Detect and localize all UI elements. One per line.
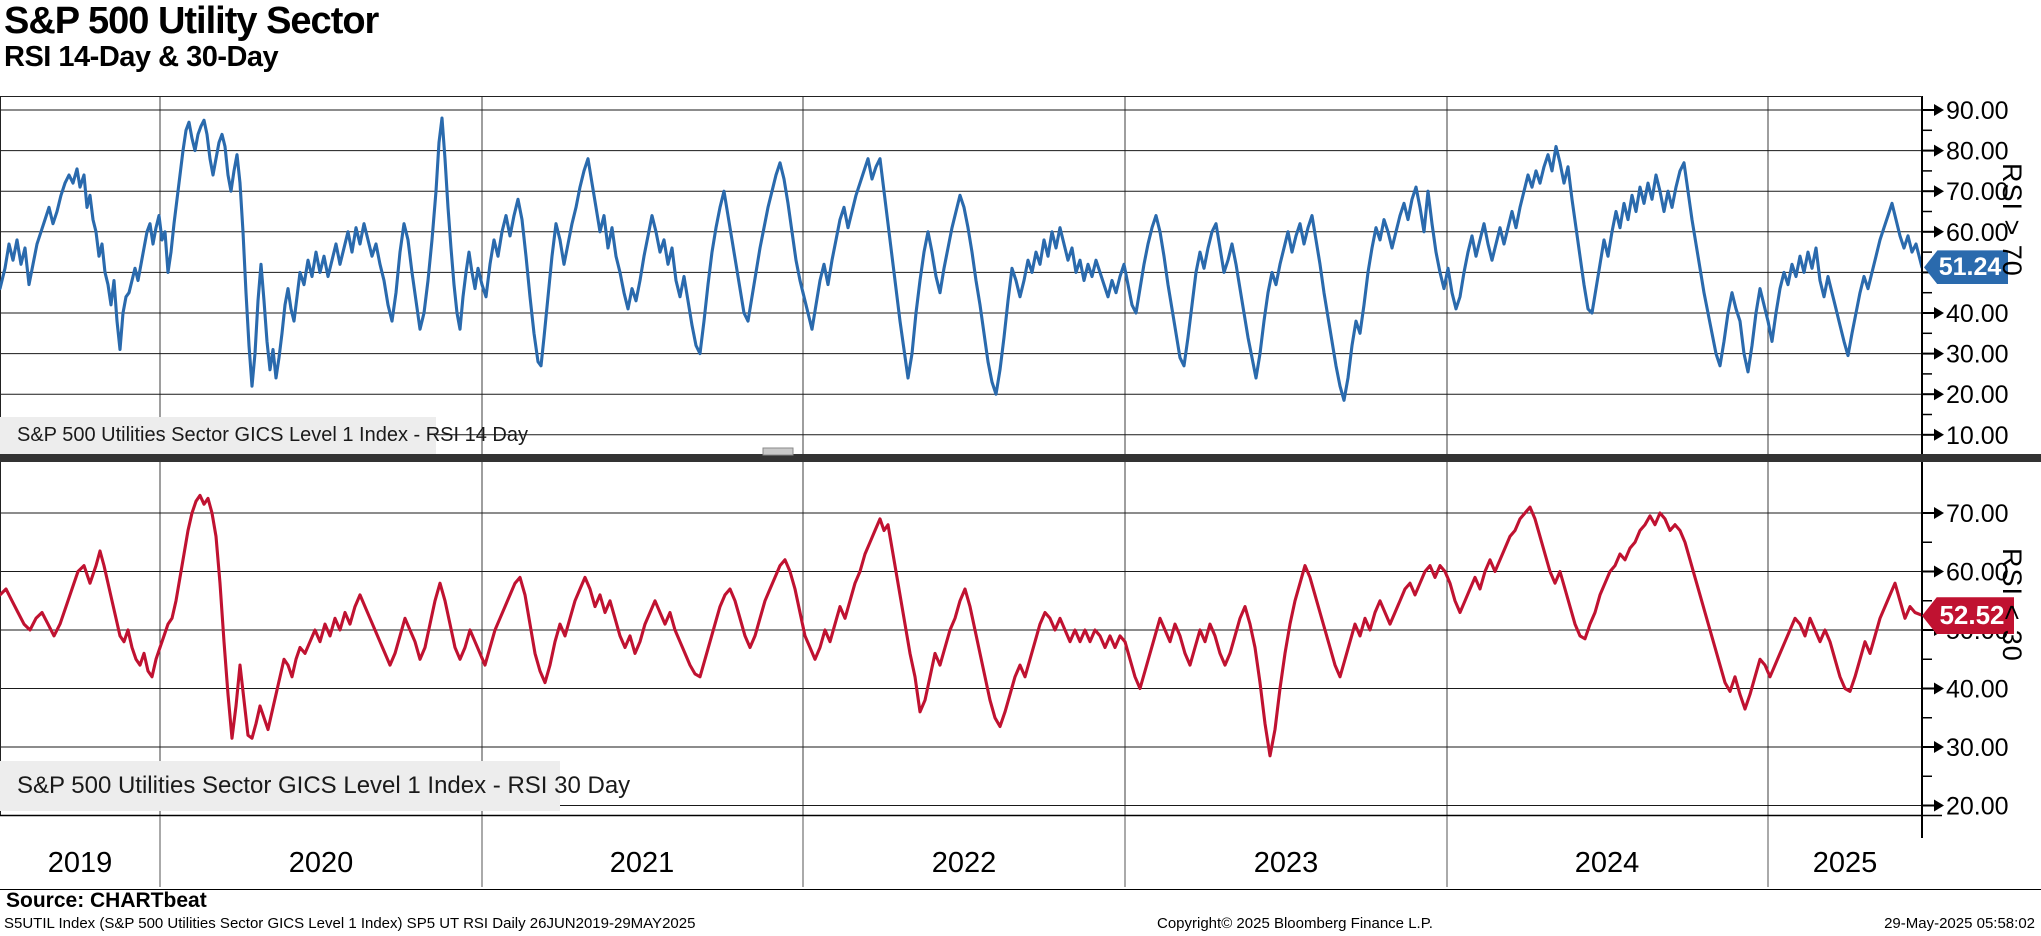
svg-text:40.00: 40.00 — [1946, 676, 2009, 704]
svg-text:20.00: 20.00 — [1946, 381, 2009, 409]
year-label-2019: 2019 — [47, 847, 113, 879]
rsi30-line — [0, 493, 1922, 758]
year-gridlines-rsi30 — [159, 462, 1769, 815]
page-title: S&P 500 Utility Sector — [4, 0, 379, 42]
svg-text:70.00: 70.00 — [1946, 178, 2009, 206]
rsi14-legend-label: S&P 500 Utilities Sector GICS Level 1 In… — [17, 424, 528, 446]
rsi30-legend-label: S&P 500 Utilities Sector GICS Level 1 In… — [17, 772, 631, 799]
svg-text:80.00: 80.00 — [1946, 138, 2009, 166]
svg-text:70.00: 70.00 — [1946, 500, 2009, 528]
svg-text:20.00: 20.00 — [1946, 793, 2009, 821]
rsi30-axis-title: RSI < 30 — [1997, 548, 2027, 662]
year-label-2025: 2025 — [1812, 847, 1878, 879]
svg-text:30.00: 30.00 — [1946, 341, 2009, 369]
panel-divider-handle[interactable] — [762, 447, 794, 456]
year-label-2023: 2023 — [1253, 847, 1319, 879]
rsi30-last-value-badge: 52.52 — [1922, 597, 2014, 635]
legend-rsi14: S&P 500 Utilities Sector GICS Level 1 In… — [0, 417, 528, 454]
footer-timestamp: 29-May-2025 05:58:02 — [1884, 915, 2035, 932]
svg-text:30.00: 30.00 — [1946, 734, 2009, 762]
source-label: Source: CHARTbeat — [6, 889, 207, 912]
rsi14-axis-title: RSI > 70 — [1997, 163, 2027, 277]
svg-text:10.00: 10.00 — [1946, 422, 2009, 450]
rsi14-last-value-badge: 51.24 — [1924, 250, 2008, 285]
legend-rsi30: S&P 500 Utilities Sector GICS Level 1 In… — [0, 761, 630, 811]
footer-security-description: S5UTIL Index (S&P 500 Utilities Sector G… — [4, 915, 696, 932]
rsi14-line — [0, 116, 1922, 402]
year-label-2021: 2021 — [609, 847, 675, 879]
year-label-2024: 2024 — [1574, 847, 1640, 879]
svg-text:60.00: 60.00 — [1946, 219, 2009, 247]
svg-text:40.00: 40.00 — [1946, 300, 2009, 328]
panel-divider[interactable] — [0, 454, 2041, 462]
year-gridlines-rsi14 — [159, 96, 1769, 455]
page-subtitle: RSI 14-Day & 30-Day — [4, 41, 279, 73]
year-label-2022: 2022 — [931, 847, 997, 879]
year-label-2020: 2020 — [288, 847, 354, 879]
gridlines-rsi14 — [0, 109, 1922, 436]
footer-copyright: Copyright© 2025 Bloomberg Finance L.P. — [1157, 915, 1433, 932]
svg-text:60.00: 60.00 — [1946, 559, 2009, 587]
year-separators — [159, 816, 1769, 887]
svg-text:90.00: 90.00 — [1946, 97, 2009, 125]
